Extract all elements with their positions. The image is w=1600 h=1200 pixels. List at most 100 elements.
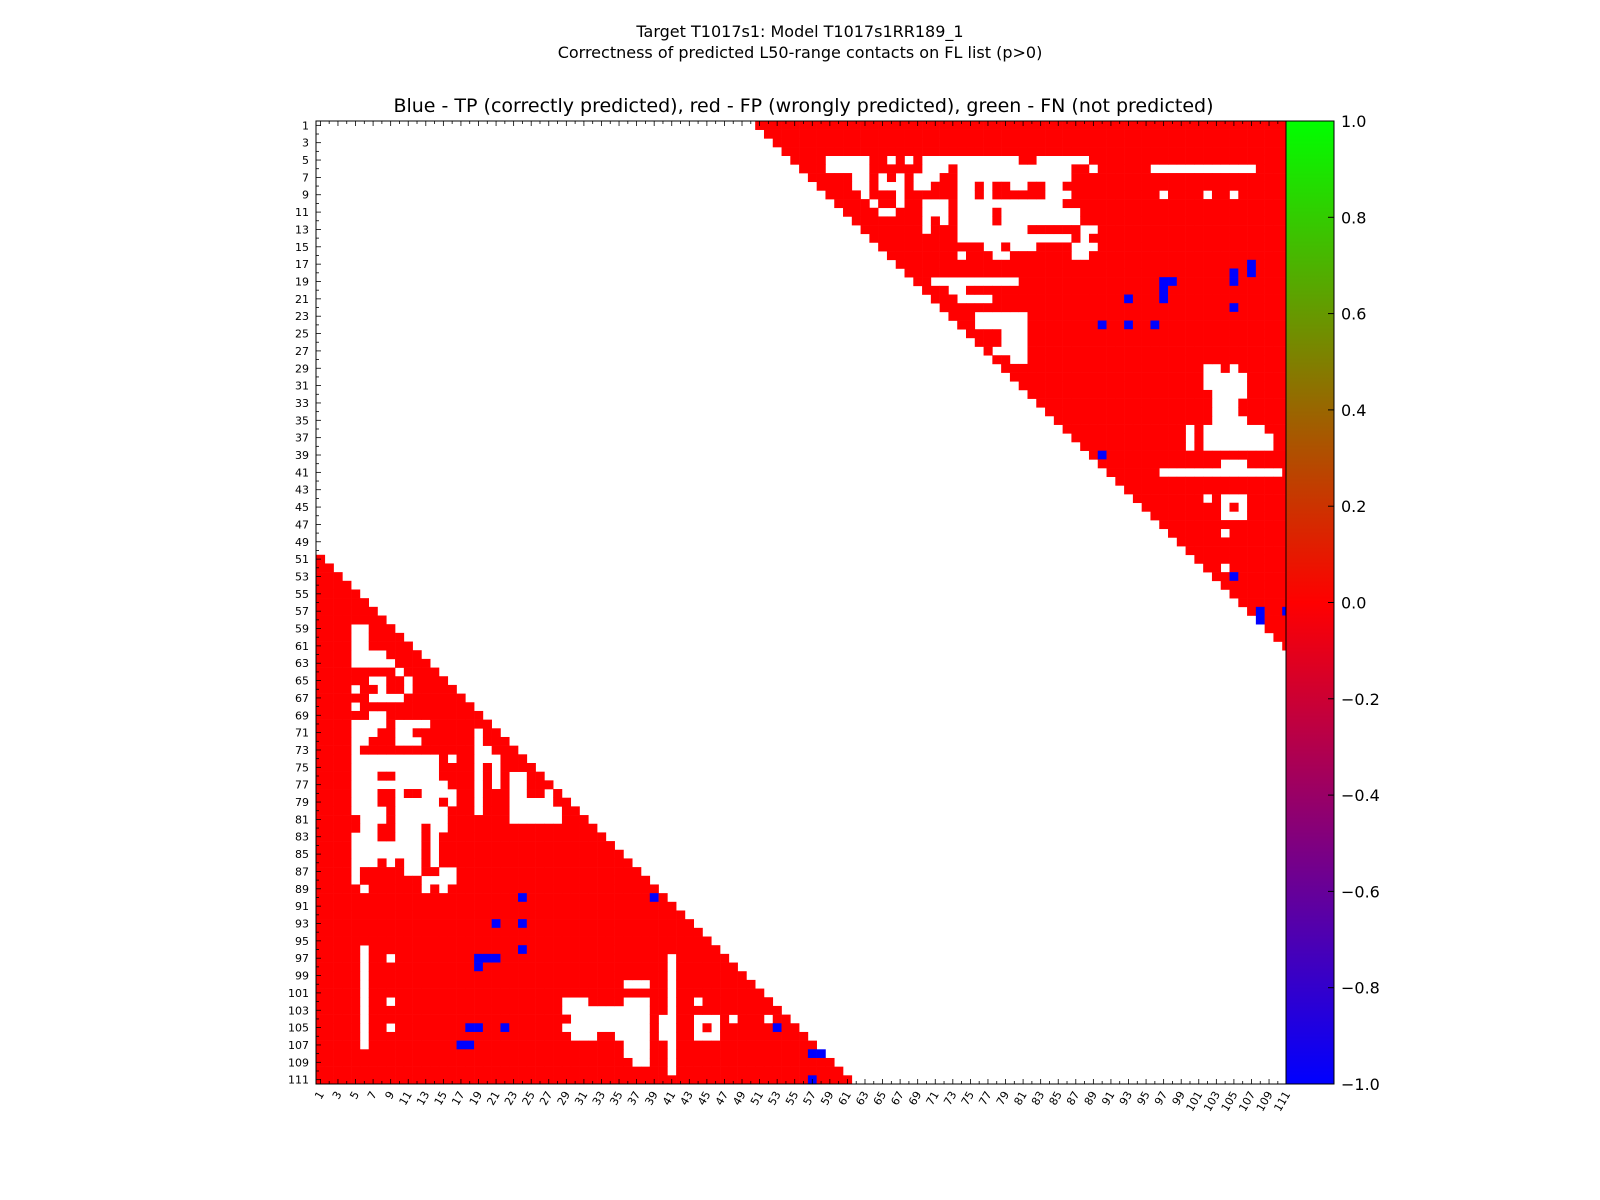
cell: [1229, 589, 1239, 599]
cell: [1088, 398, 1099, 408]
cell: [1194, 459, 1204, 469]
cell: [1255, 511, 1265, 521]
cell: [966, 259, 976, 269]
colorbar-tick-label: −0.6: [1341, 882, 1380, 901]
cell: [438, 962, 449, 972]
cell: [1159, 199, 1169, 209]
cell: [1045, 121, 1055, 130]
cell: [1220, 294, 1230, 304]
cell: [430, 1023, 440, 1033]
cell: [395, 893, 405, 903]
cell: [333, 632, 343, 642]
cell: [368, 962, 378, 972]
cell: [544, 1066, 554, 1076]
cell: [799, 121, 809, 130]
cell: [763, 1005, 774, 1015]
cell: [658, 988, 668, 998]
cell: [746, 1023, 756, 1033]
colorbar: [1285, 120, 1335, 1085]
cell: [904, 259, 914, 269]
cell: [1080, 329, 1090, 339]
cell: [755, 988, 765, 998]
cell: [447, 684, 457, 694]
cell: [1009, 268, 1020, 278]
cell: [535, 901, 545, 911]
cell: [1141, 173, 1151, 183]
cell: [324, 1075, 334, 1085]
cell: [1124, 433, 1134, 443]
cell: [1141, 207, 1151, 217]
cell: [799, 1066, 809, 1076]
cell: [430, 901, 440, 911]
cell: [474, 832, 484, 842]
cell: [553, 1005, 563, 1015]
cell: [456, 1014, 466, 1024]
cell: [465, 893, 475, 903]
cell: [351, 927, 361, 937]
cell: [1185, 459, 1195, 469]
cell: [1194, 190, 1204, 200]
cell: [465, 910, 475, 920]
cell: [333, 962, 343, 972]
cell: [482, 815, 492, 825]
cell: [1071, 233, 1081, 243]
cell: [1097, 251, 1107, 261]
cell: [465, 953, 475, 963]
cell: [1141, 285, 1151, 295]
cell: [1220, 207, 1230, 217]
cell: [403, 745, 413, 755]
cell: [1203, 537, 1213, 547]
cell: [597, 1040, 607, 1050]
cell: [1247, 589, 1257, 599]
cell: [737, 1005, 747, 1015]
cell: [649, 962, 659, 972]
cell: [544, 945, 554, 955]
cell: [895, 259, 905, 269]
y-tick-label: 67: [295, 692, 309, 705]
cell: [377, 979, 387, 989]
cell: [544, 1031, 554, 1041]
cell: [518, 1057, 528, 1067]
cell: [1053, 329, 1063, 339]
cell: [474, 858, 484, 868]
cell: [939, 294, 949, 304]
cell: [1053, 147, 1063, 157]
cell: [482, 771, 492, 781]
cell: [465, 797, 475, 807]
cell: [693, 1049, 703, 1059]
cell: [843, 147, 853, 157]
cell: [1255, 450, 1265, 460]
cell: [684, 1014, 695, 1024]
cell: [878, 129, 888, 139]
cell: [316, 667, 326, 677]
cell: [711, 1040, 721, 1050]
cell: [561, 806, 572, 816]
cell: [1132, 303, 1142, 313]
cell: [1176, 511, 1186, 521]
cell: [1185, 450, 1195, 460]
cell: [1273, 632, 1283, 642]
cell: [1273, 494, 1283, 504]
cell: [579, 962, 589, 972]
y-tick-label: 95: [295, 935, 309, 948]
cell: [368, 615, 378, 625]
cell: [623, 884, 633, 894]
cell: [491, 997, 501, 1007]
cell: [456, 736, 466, 746]
cell: [1247, 181, 1257, 191]
cell: [1088, 173, 1099, 183]
cell: [579, 910, 589, 920]
cell: [474, 945, 484, 955]
cell: [1027, 311, 1037, 321]
cell: [1185, 173, 1195, 183]
y-tick-label: 111: [288, 1074, 309, 1087]
cell: [1194, 225, 1204, 235]
cell: [1088, 129, 1099, 139]
cell: [1150, 320, 1160, 330]
cell: [324, 910, 334, 920]
cell: [395, 962, 405, 972]
x-tick-label: 67: [888, 1089, 906, 1108]
cell: [316, 962, 326, 972]
cell: [1185, 372, 1195, 382]
cell: [377, 641, 387, 651]
